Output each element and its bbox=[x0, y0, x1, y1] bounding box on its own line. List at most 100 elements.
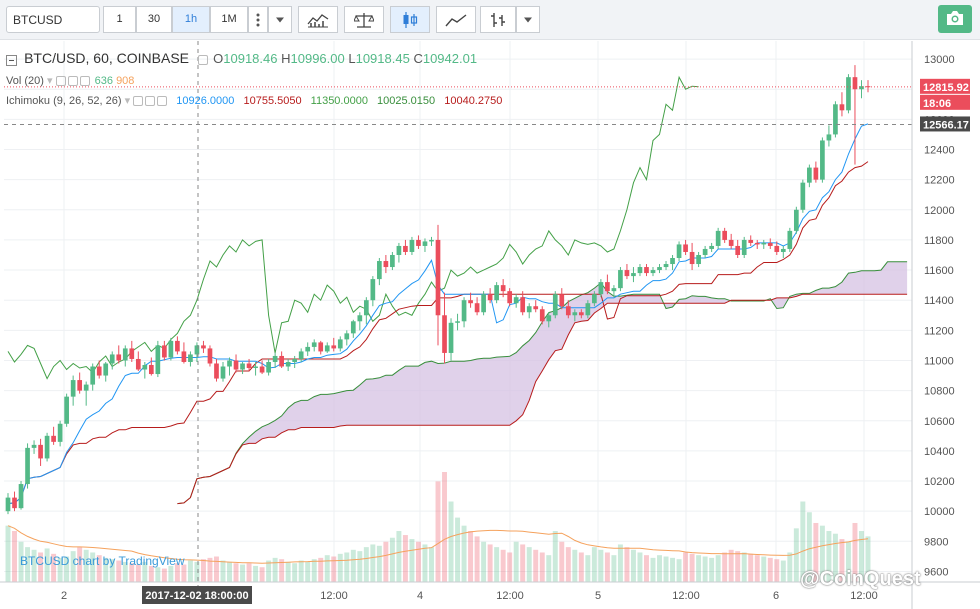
ichimoku-visibility-icon[interactable] bbox=[133, 96, 144, 107]
candle-body bbox=[533, 306, 539, 310]
candle-body bbox=[676, 244, 682, 259]
candle-body bbox=[422, 241, 428, 246]
volume-bar bbox=[25, 547, 31, 582]
interval-1h-button[interactable]: 1h bbox=[172, 6, 210, 33]
candle-body bbox=[846, 77, 851, 111]
series-settings-icon[interactable] bbox=[198, 55, 209, 66]
price-tick-label: 11400 bbox=[924, 295, 954, 307]
candle-body bbox=[455, 321, 460, 323]
candle-body bbox=[194, 345, 200, 355]
price-tick-label: 11000 bbox=[924, 355, 954, 367]
candle-body bbox=[122, 348, 128, 361]
candle-body bbox=[780, 248, 786, 252]
volume-bar bbox=[741, 552, 747, 582]
volume-bar bbox=[813, 522, 819, 582]
volume-bar bbox=[474, 536, 480, 582]
time-tick-label: 4 bbox=[417, 590, 423, 602]
candle-body bbox=[461, 300, 467, 322]
volume-bar bbox=[96, 555, 102, 582]
candle-body bbox=[702, 248, 708, 255]
crosshair-price-label-bg bbox=[920, 116, 970, 132]
volume-bar bbox=[500, 549, 506, 582]
compare-scale-icon[interactable] bbox=[344, 6, 384, 33]
candle-body bbox=[370, 279, 376, 301]
chart-style-dropdown-chevron-icon[interactable] bbox=[516, 6, 540, 33]
candle-body bbox=[481, 294, 486, 313]
ichimoku-settings-icon[interactable] bbox=[145, 96, 156, 107]
volume-dropdown-icon[interactable]: ▾ bbox=[46, 75, 53, 87]
kijun-value: 10755.5050 bbox=[243, 95, 302, 107]
series-title: BTC/USD, 60, COINBASE bbox=[24, 50, 189, 66]
volume-bar bbox=[109, 559, 115, 582]
volume-bar bbox=[337, 553, 343, 582]
candles-style-icon[interactable] bbox=[390, 6, 430, 33]
volume-bar bbox=[670, 557, 676, 582]
volume-bar bbox=[552, 531, 558, 582]
volume-settings-icon[interactable] bbox=[67, 76, 78, 87]
volume-bar bbox=[657, 555, 662, 582]
candle-body bbox=[435, 239, 441, 316]
candle-body bbox=[31, 444, 37, 448]
interval-dropdown-chevron-icon[interactable] bbox=[268, 6, 292, 33]
candle-body bbox=[409, 239, 415, 252]
volume-bar bbox=[435, 481, 441, 582]
price-tick-label: 10200 bbox=[924, 476, 955, 488]
price-tick-label: 12000 bbox=[924, 205, 955, 217]
tradingview-watermark[interactable]: BTCUSD chart by TradingView bbox=[20, 554, 185, 568]
candle-body bbox=[38, 444, 43, 459]
ichimoku-dropdown-icon[interactable]: ▾ bbox=[124, 95, 131, 107]
symbol-search-input[interactable]: BTCUSD bbox=[6, 6, 100, 33]
volume-bar bbox=[578, 552, 584, 582]
candle-body bbox=[826, 134, 832, 141]
snapshot-camera-button[interactable] bbox=[938, 5, 972, 33]
camera-icon bbox=[947, 11, 963, 25]
candle-body bbox=[363, 300, 369, 316]
candle-body bbox=[565, 306, 571, 316]
volume-bar bbox=[728, 549, 734, 582]
candle-body bbox=[585, 303, 591, 316]
volume-bar bbox=[168, 565, 174, 582]
candle-body bbox=[181, 351, 187, 362]
volume-bar bbox=[715, 555, 721, 582]
price-tick-label: 9600 bbox=[924, 566, 948, 578]
candle-body bbox=[311, 342, 317, 347]
candle-body bbox=[155, 345, 161, 375]
ichimoku-remove-icon[interactable] bbox=[157, 96, 168, 107]
area-style-icon[interactable] bbox=[436, 6, 476, 33]
candle-body bbox=[220, 366, 226, 379]
volume-bar bbox=[845, 541, 851, 582]
volume-bar bbox=[51, 553, 57, 582]
volume-bar bbox=[689, 553, 695, 582]
indicators-icon[interactable] bbox=[298, 6, 338, 33]
chart-pane[interactable]: 9600 9800 10000 10200 10400 10600 10800 11000 11… bbox=[0, 41, 980, 609]
volume-bar bbox=[311, 559, 317, 582]
interval-30-button[interactable]: 30 bbox=[136, 6, 172, 33]
volume-remove-icon[interactable] bbox=[79, 76, 90, 87]
volume-bar bbox=[227, 561, 232, 582]
volume-bar bbox=[214, 556, 219, 582]
volume-visibility-icon[interactable] bbox=[55, 76, 66, 87]
volume-bar bbox=[761, 556, 767, 582]
candle-body bbox=[559, 294, 565, 307]
time-tick-label: 2 bbox=[61, 590, 67, 602]
volume-bar bbox=[370, 544, 376, 582]
volume-bar bbox=[5, 525, 11, 582]
volume-bar bbox=[526, 547, 532, 582]
interval-1m-button[interactable]: 1M bbox=[210, 6, 248, 33]
collapse-legend-icon[interactable] bbox=[6, 54, 17, 66]
time-tick-label: 12:00 bbox=[496, 590, 524, 602]
more-intervals-icon[interactable] bbox=[248, 6, 268, 33]
volume-bar bbox=[38, 552, 44, 582]
price-chart: 9600 9800 10000 10200 10400 10600 10800 11000 11… bbox=[0, 41, 980, 609]
candle-body bbox=[800, 182, 806, 210]
candle-body bbox=[774, 245, 780, 252]
price-tick-label: 11800 bbox=[924, 235, 954, 247]
bars-style-icon[interactable] bbox=[480, 6, 516, 33]
candle-body bbox=[748, 239, 754, 243]
volume-ma-line bbox=[7, 525, 869, 564]
volume-bar bbox=[363, 547, 369, 582]
interval-1-button[interactable]: 1 bbox=[103, 6, 136, 33]
volume-bar bbox=[402, 535, 408, 582]
price-tick-label: 10000 bbox=[924, 506, 955, 518]
candle-body bbox=[18, 484, 24, 509]
